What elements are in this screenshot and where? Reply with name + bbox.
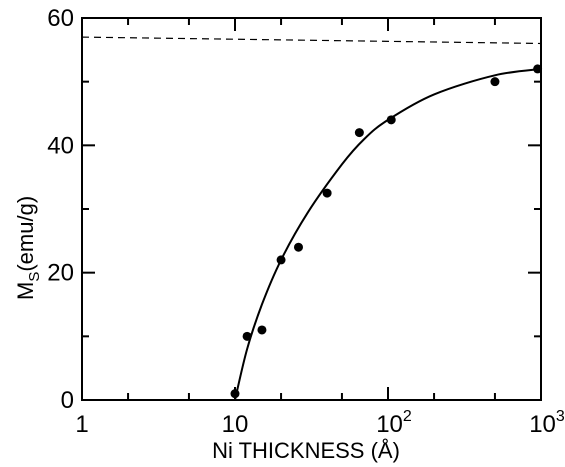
data-point bbox=[322, 188, 332, 198]
y-axis-title-units: (emu/g) bbox=[13, 196, 38, 272]
x-axis-title: Ni THICKNESS (Å) bbox=[212, 438, 400, 463]
y-axis-title: MS(emu/g) bbox=[13, 196, 43, 300]
data-point bbox=[257, 325, 267, 335]
plot-frame bbox=[81, 17, 542, 401]
x-tick-label: 103 bbox=[529, 408, 565, 438]
data-point bbox=[242, 331, 252, 341]
data-point bbox=[276, 255, 286, 265]
bulk-reference-line bbox=[81, 36, 542, 45]
x-tick-label: 10 bbox=[222, 411, 249, 438]
fit-curve bbox=[234, 67, 542, 401]
axes: 1 10 102 103 0 20 40 60 bbox=[47, 5, 565, 438]
y-tick-label: 40 bbox=[47, 132, 74, 159]
y-tick-label: 60 bbox=[47, 5, 74, 32]
y-axis-title-subscript: S bbox=[26, 272, 43, 282]
data-point bbox=[533, 64, 543, 74]
data-point bbox=[293, 242, 303, 252]
x-tick-label: 102 bbox=[376, 408, 412, 438]
data-point bbox=[354, 128, 364, 138]
y-tick-label: 0 bbox=[61, 387, 74, 414]
y-tick-label: 20 bbox=[47, 260, 74, 287]
plot-area bbox=[81, 36, 543, 401]
x-tick-label: 1 bbox=[75, 411, 88, 438]
data-point bbox=[386, 115, 396, 125]
data-point bbox=[490, 77, 500, 87]
y-axis-title-main: M bbox=[13, 282, 38, 300]
